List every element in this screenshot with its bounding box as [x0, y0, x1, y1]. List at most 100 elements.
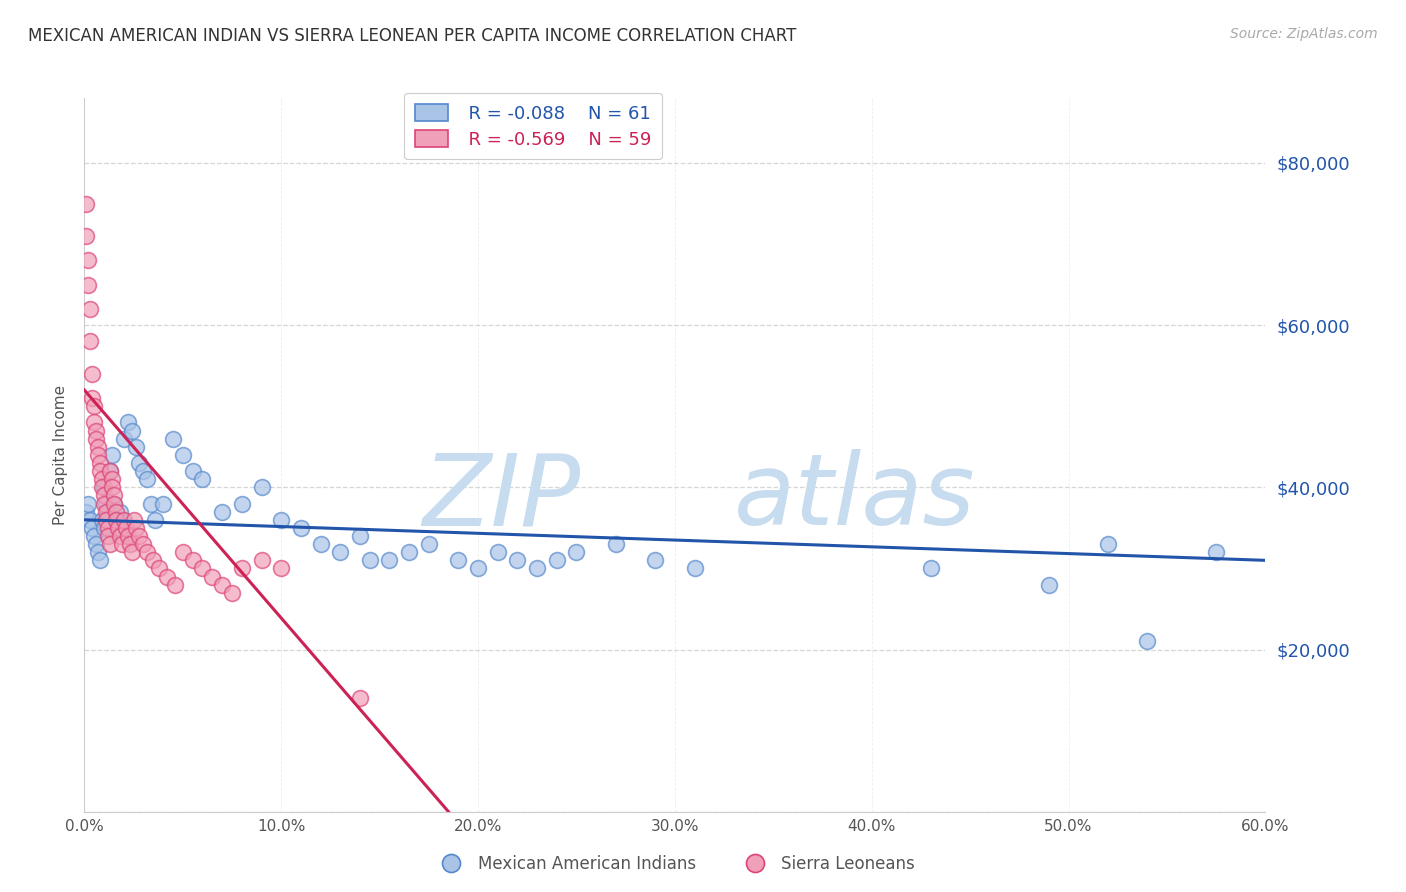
Point [117, 529, 139, 543]
Point [75, 229, 97, 244]
Point [107, 521, 129, 535]
Point [91, 472, 114, 486]
Point [605, 537, 627, 551]
Point [103, 497, 125, 511]
Point [467, 561, 489, 575]
Point [104, 513, 127, 527]
Point [211, 577, 233, 591]
Point [89, 464, 111, 478]
Point [83, 529, 105, 543]
Point [270, 513, 292, 527]
Point [1136, 634, 1159, 648]
Point [546, 553, 568, 567]
Point [91, 480, 114, 494]
Point [77, 277, 100, 292]
Point [84, 424, 107, 438]
Point [132, 464, 155, 478]
Point [79, 301, 101, 316]
Point [231, 497, 253, 511]
Point [526, 561, 548, 575]
Point [1038, 577, 1060, 591]
Point [683, 561, 706, 575]
Point [83, 416, 105, 430]
Point [101, 448, 124, 462]
Point [1097, 537, 1119, 551]
Point [349, 529, 371, 543]
Point [1205, 545, 1227, 559]
Point [136, 472, 159, 486]
Point [97, 529, 120, 543]
Point [83, 399, 105, 413]
Point [98, 464, 121, 478]
Point [152, 497, 174, 511]
Point [82, 521, 104, 535]
Point [191, 472, 214, 486]
Text: Source: ZipAtlas.com: Source: ZipAtlas.com [1230, 27, 1378, 41]
Point [77, 497, 100, 511]
Point [172, 545, 194, 559]
Point [142, 553, 165, 567]
Point [181, 464, 204, 478]
Point [97, 505, 120, 519]
Point [163, 577, 186, 591]
Point [349, 691, 371, 706]
Point [378, 553, 401, 567]
Point [93, 521, 115, 535]
Point [156, 569, 179, 583]
Point [114, 521, 136, 535]
Point [447, 553, 470, 567]
Point [93, 497, 115, 511]
Point [89, 553, 111, 567]
Point [103, 488, 125, 502]
Point [108, 505, 131, 519]
Point [111, 513, 134, 527]
Point [82, 391, 104, 405]
Point [565, 545, 588, 559]
Point [112, 513, 135, 527]
Point [398, 545, 420, 559]
Point [87, 545, 110, 559]
Point [122, 513, 145, 527]
Point [98, 464, 121, 478]
Text: MEXICAN AMERICAN INDIAN VS SIERRA LEONEAN PER CAPITA INCOME CORRELATION CHART: MEXICAN AMERICAN INDIAN VS SIERRA LEONEA… [28, 27, 796, 45]
Point [231, 561, 253, 575]
Point [77, 253, 100, 268]
Point [87, 440, 110, 454]
Point [75, 505, 97, 519]
Point [250, 480, 273, 494]
Point [79, 513, 101, 527]
Point [104, 513, 127, 527]
Point [359, 553, 381, 567]
Point [221, 586, 243, 600]
Point [920, 561, 942, 575]
Point [84, 537, 107, 551]
Point [103, 497, 125, 511]
Y-axis label: Per Capita Income: Per Capita Income [53, 384, 69, 525]
Point [118, 537, 141, 551]
Point [94, 505, 117, 519]
Point [418, 537, 440, 551]
Point [121, 545, 143, 559]
Point [84, 432, 107, 446]
Point [191, 561, 214, 575]
Point [201, 569, 224, 583]
Legend:   R = -0.088    N = 61,   R = -0.569    N = 59: R = -0.088 N = 61, R = -0.569 N = 59 [405, 93, 662, 160]
Point [211, 505, 233, 519]
Point [148, 561, 170, 575]
Legend: Mexican American Indians, Sierra Leoneans: Mexican American Indians, Sierra Leonean… [427, 848, 922, 880]
Point [141, 497, 163, 511]
Point [132, 537, 155, 551]
Point [124, 440, 146, 454]
Text: ZIP: ZIP [422, 450, 581, 546]
Point [94, 497, 117, 511]
Point [644, 553, 666, 567]
Point [172, 448, 194, 462]
Point [124, 521, 146, 535]
Point [506, 553, 529, 567]
Point [108, 529, 131, 543]
Point [290, 521, 312, 535]
Point [111, 537, 134, 551]
Point [98, 537, 121, 551]
Point [93, 480, 115, 494]
Point [270, 561, 292, 575]
